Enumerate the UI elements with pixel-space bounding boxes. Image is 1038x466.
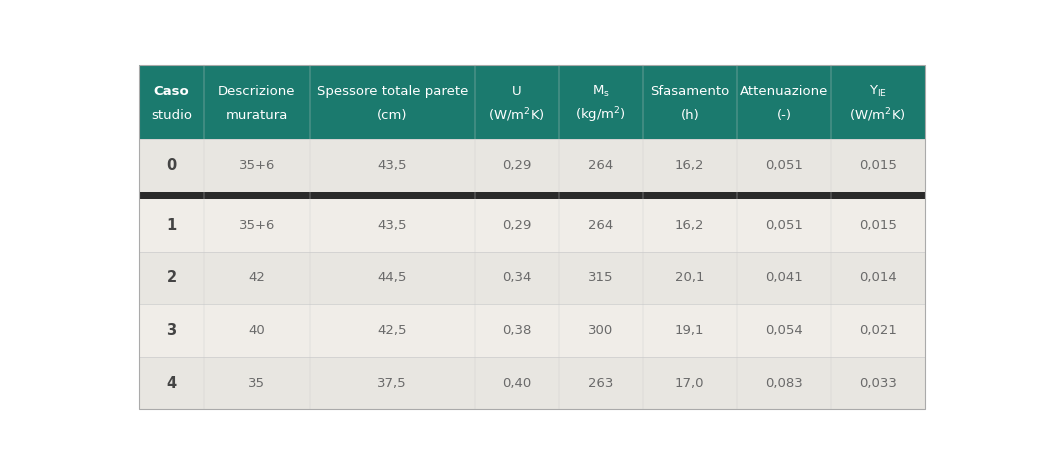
Text: 300: 300 (589, 324, 613, 337)
Bar (139, 192, 925, 199)
Text: muratura: muratura (225, 109, 288, 122)
Text: 16,2: 16,2 (675, 219, 705, 232)
Text: Attenuazione: Attenuazione (740, 85, 828, 98)
Text: Caso: Caso (154, 85, 190, 98)
Text: 0,40: 0,40 (502, 377, 531, 390)
Text: 0,083: 0,083 (765, 377, 802, 390)
Text: (W/m$^2$K): (W/m$^2$K) (488, 107, 545, 124)
Text: 17,0: 17,0 (675, 377, 705, 390)
Text: 315: 315 (588, 271, 613, 284)
Text: 0,29: 0,29 (502, 159, 531, 172)
Text: (kg/m$^2$): (kg/m$^2$) (575, 106, 626, 125)
Text: 42: 42 (248, 271, 266, 284)
Text: 35+6: 35+6 (239, 219, 275, 232)
Bar (139, 252, 925, 304)
Text: 0,051: 0,051 (765, 159, 803, 172)
Text: (h): (h) (681, 109, 700, 122)
Text: 0,021: 0,021 (858, 324, 897, 337)
Text: 0,29: 0,29 (502, 219, 531, 232)
Text: 0,014: 0,014 (859, 271, 897, 284)
Text: 16,2: 16,2 (675, 159, 705, 172)
Bar (139, 65, 925, 139)
Text: 0: 0 (166, 158, 176, 173)
Text: 35: 35 (248, 377, 266, 390)
Text: Descrizione: Descrizione (218, 85, 296, 98)
Text: (cm): (cm) (377, 109, 408, 122)
Bar (139, 304, 925, 357)
Text: 263: 263 (588, 377, 613, 390)
Text: 40: 40 (248, 324, 265, 337)
Bar (139, 357, 925, 409)
Bar (139, 199, 925, 252)
Text: U: U (512, 85, 521, 98)
Text: Sfasamento: Sfasamento (650, 85, 730, 98)
Text: 37,5: 37,5 (378, 377, 407, 390)
Text: 0,38: 0,38 (502, 324, 531, 337)
Text: 43,5: 43,5 (378, 159, 407, 172)
Text: 0,054: 0,054 (765, 324, 802, 337)
Text: 0,033: 0,033 (858, 377, 897, 390)
Text: 1: 1 (166, 218, 176, 233)
Text: Spessore totale parete: Spessore totale parete (317, 85, 468, 98)
Text: 44,5: 44,5 (378, 271, 407, 284)
Text: (W/m$^2$K): (W/m$^2$K) (849, 107, 906, 124)
Text: 0,041: 0,041 (765, 271, 802, 284)
Text: 42,5: 42,5 (378, 324, 407, 337)
Text: 264: 264 (589, 219, 613, 232)
Text: 19,1: 19,1 (675, 324, 705, 337)
Text: Y$_\mathrm{IE}$: Y$_\mathrm{IE}$ (869, 84, 886, 99)
Text: M$_\mathrm{s}$: M$_\mathrm{s}$ (592, 84, 609, 99)
Text: 264: 264 (589, 159, 613, 172)
Text: 2: 2 (166, 270, 176, 286)
Text: (-): (-) (776, 109, 792, 122)
Text: 35+6: 35+6 (239, 159, 275, 172)
Text: 0,015: 0,015 (858, 159, 897, 172)
Text: 20,1: 20,1 (675, 271, 705, 284)
Text: studio: studio (152, 109, 192, 122)
Text: 43,5: 43,5 (378, 219, 407, 232)
Text: 3: 3 (166, 323, 176, 338)
Text: 0,051: 0,051 (765, 219, 803, 232)
Text: 4: 4 (166, 376, 176, 391)
Bar (139, 139, 925, 192)
Text: 0,34: 0,34 (502, 271, 531, 284)
Text: 0,015: 0,015 (858, 219, 897, 232)
